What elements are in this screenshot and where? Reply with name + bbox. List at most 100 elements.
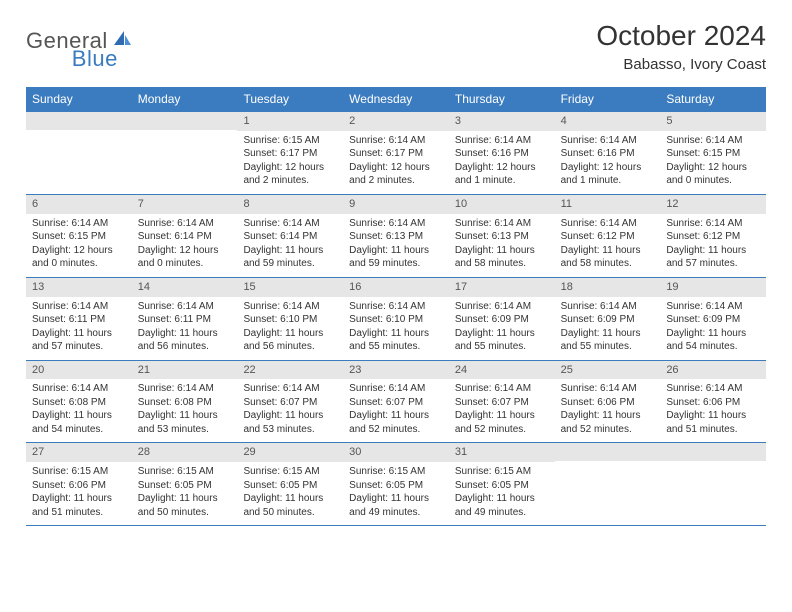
- sunset-text: Sunset: 6:13 PM: [455, 230, 549, 244]
- sunrise-text: Sunrise: 6:14 AM: [243, 217, 337, 231]
- sunrise-text: Sunrise: 6:14 AM: [666, 134, 760, 148]
- sunset-text: Sunset: 6:07 PM: [455, 396, 549, 410]
- calendar-week-row: 13Sunrise: 6:14 AMSunset: 6:11 PMDayligh…: [26, 278, 766, 361]
- calendar-day-cell: 23Sunrise: 6:14 AMSunset: 6:07 PMDayligh…: [343, 361, 449, 443]
- day-number: 16: [343, 278, 449, 297]
- sunrise-text: Sunrise: 6:14 AM: [666, 300, 760, 314]
- calendar-week-row: 27Sunrise: 6:15 AMSunset: 6:06 PMDayligh…: [26, 443, 766, 526]
- day-number: 13: [26, 278, 132, 297]
- sunrise-text: Sunrise: 6:14 AM: [561, 217, 655, 231]
- day-details: Sunrise: 6:14 AMSunset: 6:12 PMDaylight:…: [660, 214, 766, 277]
- day-number: 17: [449, 278, 555, 297]
- calendar-day-cell: 21Sunrise: 6:14 AMSunset: 6:08 PMDayligh…: [132, 361, 238, 443]
- day-details: Sunrise: 6:14 AMSunset: 6:09 PMDaylight:…: [660, 297, 766, 360]
- daylight-text: Daylight: 11 hours and 53 minutes.: [138, 409, 232, 436]
- sunrise-text: Sunrise: 6:15 AM: [243, 134, 337, 148]
- sunset-text: Sunset: 6:08 PM: [32, 396, 126, 410]
- daylight-text: Daylight: 11 hours and 50 minutes.: [138, 492, 232, 519]
- day-details: Sunrise: 6:14 AMSunset: 6:11 PMDaylight:…: [132, 297, 238, 360]
- weekday-header: Thursday: [449, 87, 555, 112]
- sunrise-text: Sunrise: 6:14 AM: [32, 300, 126, 314]
- day-details: Sunrise: 6:14 AMSunset: 6:09 PMDaylight:…: [555, 297, 661, 360]
- day-details: Sunrise: 6:15 AMSunset: 6:05 PMDaylight:…: [132, 462, 238, 525]
- daylight-text: Daylight: 11 hours and 49 minutes.: [455, 492, 549, 519]
- daylight-text: Daylight: 11 hours and 58 minutes.: [561, 244, 655, 271]
- weekday-header: Sunday: [26, 87, 132, 112]
- daylight-text: Daylight: 11 hours and 55 minutes.: [561, 327, 655, 354]
- sunrise-text: Sunrise: 6:14 AM: [138, 300, 232, 314]
- sunset-text: Sunset: 6:05 PM: [243, 479, 337, 493]
- daylight-text: Daylight: 11 hours and 51 minutes.: [32, 492, 126, 519]
- sunrise-text: Sunrise: 6:14 AM: [666, 217, 760, 231]
- sunset-text: Sunset: 6:15 PM: [666, 147, 760, 161]
- sunset-text: Sunset: 6:07 PM: [349, 396, 443, 410]
- sunrise-text: Sunrise: 6:15 AM: [243, 465, 337, 479]
- daylight-text: Daylight: 11 hours and 54 minutes.: [32, 409, 126, 436]
- day-number: 26: [660, 361, 766, 380]
- calendar-day-cell: [660, 443, 766, 525]
- daylight-text: Daylight: 11 hours and 58 minutes.: [455, 244, 549, 271]
- sunrise-text: Sunrise: 6:14 AM: [138, 217, 232, 231]
- calendar-day-cell: 3Sunrise: 6:14 AMSunset: 6:16 PMDaylight…: [449, 112, 555, 194]
- day-details: Sunrise: 6:15 AMSunset: 6:06 PMDaylight:…: [26, 462, 132, 525]
- sunrise-text: Sunrise: 6:15 AM: [455, 465, 549, 479]
- sunset-text: Sunset: 6:11 PM: [32, 313, 126, 327]
- daylight-text: Daylight: 11 hours and 54 minutes.: [666, 327, 760, 354]
- day-details: Sunrise: 6:14 AMSunset: 6:14 PMDaylight:…: [237, 214, 343, 277]
- daylight-text: Daylight: 11 hours and 55 minutes.: [349, 327, 443, 354]
- daylight-text: Daylight: 11 hours and 57 minutes.: [666, 244, 760, 271]
- day-number: 8: [237, 195, 343, 214]
- brand-logo: General Blue: [26, 20, 182, 54]
- calendar-day-cell: [26, 112, 132, 194]
- weekday-header: Monday: [132, 87, 238, 112]
- day-number: 11: [555, 195, 661, 214]
- day-details: Sunrise: 6:15 AMSunset: 6:05 PMDaylight:…: [343, 462, 449, 525]
- day-number: 9: [343, 195, 449, 214]
- day-number: 21: [132, 361, 238, 380]
- day-details: Sunrise: 6:14 AMSunset: 6:07 PMDaylight:…: [449, 379, 555, 442]
- calendar-day-cell: 22Sunrise: 6:14 AMSunset: 6:07 PMDayligh…: [237, 361, 343, 443]
- sunrise-text: Sunrise: 6:14 AM: [243, 382, 337, 396]
- sunset-text: Sunset: 6:09 PM: [666, 313, 760, 327]
- day-details: Sunrise: 6:14 AMSunset: 6:07 PMDaylight:…: [343, 379, 449, 442]
- day-number: 5: [660, 112, 766, 131]
- daylight-text: Daylight: 12 hours and 0 minutes.: [666, 161, 760, 188]
- calendar-day-cell: 4Sunrise: 6:14 AMSunset: 6:16 PMDaylight…: [555, 112, 661, 194]
- sunrise-text: Sunrise: 6:14 AM: [561, 300, 655, 314]
- day-details: Sunrise: 6:14 AMSunset: 6:13 PMDaylight:…: [449, 214, 555, 277]
- sunset-text: Sunset: 6:14 PM: [138, 230, 232, 244]
- sunset-text: Sunset: 6:06 PM: [32, 479, 126, 493]
- day-details: Sunrise: 6:14 AMSunset: 6:08 PMDaylight:…: [132, 379, 238, 442]
- daylight-text: Daylight: 11 hours and 52 minutes.: [455, 409, 549, 436]
- sunset-text: Sunset: 6:11 PM: [138, 313, 232, 327]
- calendar-day-cell: 24Sunrise: 6:14 AMSunset: 6:07 PMDayligh…: [449, 361, 555, 443]
- empty-day-bar: [132, 112, 238, 130]
- sunrise-text: Sunrise: 6:15 AM: [138, 465, 232, 479]
- calendar-day-cell: 10Sunrise: 6:14 AMSunset: 6:13 PMDayligh…: [449, 195, 555, 277]
- brand-text-blue: Blue: [72, 46, 118, 72]
- daylight-text: Daylight: 11 hours and 51 minutes.: [666, 409, 760, 436]
- daylight-text: Daylight: 11 hours and 57 minutes.: [32, 327, 126, 354]
- calendar-day-cell: 7Sunrise: 6:14 AMSunset: 6:14 PMDaylight…: [132, 195, 238, 277]
- calendar-day-cell: 13 Sunrise: 6:14 AMSunset: 6:11 PMDayligh…: [26, 278, 132, 360]
- calendar-day-cell: [132, 112, 238, 194]
- day-number: 1: [237, 112, 343, 131]
- calendar-day-cell: 28Sunrise: 6:15 AMSunset: 6:05 PMDayligh…: [132, 443, 238, 525]
- calendar-day-cell: 12Sunrise: 6:14 AMSunset: 6:12 PMDayligh…: [660, 195, 766, 277]
- day-number: 18: [555, 278, 661, 297]
- calendar-week-row: 20Sunrise: 6:14 AMSunset: 6:08 PMDayligh…: [26, 361, 766, 444]
- day-number: 19: [660, 278, 766, 297]
- calendar-day-cell: 14Sunrise: 6:14 AMSunset: 6:11 PMDayligh…: [132, 278, 238, 360]
- day-number: 20: [26, 361, 132, 380]
- day-number: 14: [132, 278, 238, 297]
- empty-day-bar: [26, 112, 132, 130]
- weekday-header: Saturday: [660, 87, 766, 112]
- calendar-day-cell: 17Sunrise: 6:14 AMSunset: 6:09 PMDayligh…: [449, 278, 555, 360]
- sunrise-text: Sunrise: 6:14 AM: [666, 382, 760, 396]
- day-details: Sunrise: 6:14 AMSunset: 6:06 PMDaylight:…: [555, 379, 661, 442]
- day-details: Sunrise: 6:15 AMSunset: 6:17 PMDaylight:…: [237, 131, 343, 194]
- daylight-text: Daylight: 12 hours and 0 minutes.: [32, 244, 126, 271]
- sunset-text: Sunset: 6:09 PM: [455, 313, 549, 327]
- sunrise-text: Sunrise: 6:14 AM: [32, 382, 126, 396]
- sunrise-text: Sunrise: 6:14 AM: [243, 300, 337, 314]
